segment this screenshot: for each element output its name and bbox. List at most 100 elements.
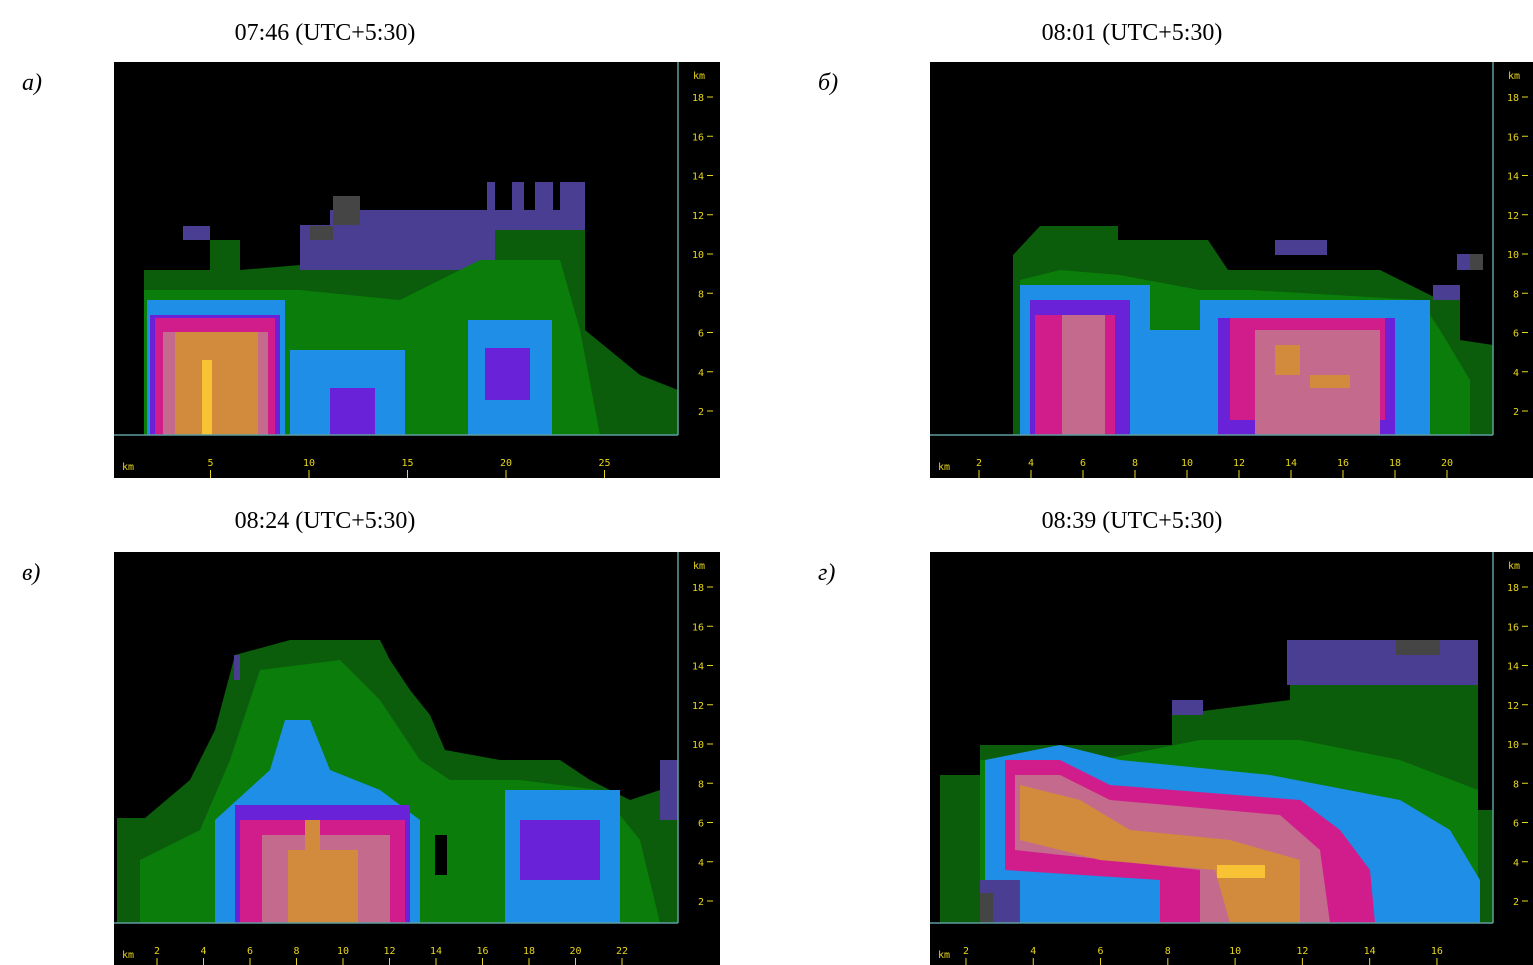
y-tick-label: 12: [692, 211, 704, 222]
echo-region: [1020, 785, 1300, 923]
x-tick-label: 14: [1364, 946, 1376, 957]
x-axis-unit: km: [938, 462, 950, 473]
echo-region: [487, 182, 495, 215]
x-tick-label: 2: [976, 458, 982, 469]
echo-region: [288, 850, 358, 923]
y-tick-label: 10: [1507, 740, 1519, 751]
y-tick-label: 6: [698, 819, 704, 830]
y-tick-label: 16: [1507, 622, 1519, 633]
x-tick-label: 25: [598, 458, 610, 469]
x-tick-label: 10: [1229, 946, 1241, 957]
y-tick-label: 10: [692, 250, 704, 261]
echo-region: [1396, 640, 1440, 655]
echo-region: [435, 835, 447, 875]
panel-letter: б): [818, 70, 838, 96]
y-tick-label: 10: [1507, 250, 1519, 261]
x-tick-label: 6: [247, 946, 253, 957]
echo-region: [535, 182, 553, 215]
y-tick-label: 18: [692, 93, 704, 104]
x-tick-label: 4: [1030, 946, 1036, 957]
echo-region: [1275, 345, 1300, 375]
echo-region: [1287, 640, 1478, 685]
x-tick-label: 8: [1132, 458, 1138, 469]
x-tick-label: 20: [569, 946, 581, 957]
x-tick-label: 16: [1431, 946, 1443, 957]
y-axis-unit: km: [693, 561, 705, 572]
echo-region: [980, 893, 993, 923]
x-tick-label: 12: [1233, 458, 1245, 469]
echo-region: [333, 196, 360, 225]
y-tick-label: 6: [1513, 819, 1519, 830]
echo-region: [512, 182, 524, 215]
y-tick-label: 16: [692, 132, 704, 143]
radar-panel: 08:39 (UTC+5:30) г) km km 2 4 6 8 10 12 14 16 2 4 6 8 10…: [818, 508, 1533, 965]
x-tick-label: 10: [303, 458, 315, 469]
y-tick-label: 2: [1513, 897, 1519, 908]
x-tick-label: 16: [476, 946, 488, 957]
x-tick-label: 6: [1080, 458, 1086, 469]
x-tick-label: 12: [383, 946, 395, 957]
echo-region: [660, 760, 678, 820]
echo-region: [1310, 375, 1350, 388]
panel-time: 08:24 (UTC+5:30): [235, 508, 416, 534]
y-tick-label: 16: [1507, 132, 1519, 143]
echo-region: [1275, 240, 1327, 255]
panel-letter: в): [22, 560, 40, 586]
panel-time: 07:46 (UTC+5:30): [235, 20, 416, 46]
y-tick-label: 12: [1507, 211, 1519, 222]
x-tick-label: 14: [430, 946, 442, 957]
echo-region: [202, 360, 212, 435]
y-tick-label: 4: [698, 368, 704, 379]
y-tick-label: 8: [1513, 779, 1519, 790]
x-tick-label: 2: [154, 946, 160, 957]
echo-region: [1217, 865, 1265, 878]
y-tick-label: 12: [1507, 701, 1519, 712]
x-tick-label: 2: [963, 946, 969, 957]
y-tick-label: 2: [698, 897, 704, 908]
y-tick-label: 18: [1507, 93, 1519, 104]
y-tick-label: 8: [698, 289, 704, 300]
y-tick-label: 2: [1513, 407, 1519, 418]
echo-layer: [1013, 226, 1493, 435]
y-tick-label: 10: [692, 740, 704, 751]
echo-region: [310, 226, 333, 240]
radar-panel: 07:46 (UTC+5:30) а) km km 5 10 15 20 25 2 4 6 8 10 12 1…: [22, 20, 720, 478]
x-tick-label: 6: [1098, 946, 1104, 957]
y-tick-label: 14: [1507, 172, 1519, 183]
y-tick-label: 4: [698, 858, 704, 869]
x-axis-unit: km: [122, 950, 134, 961]
x-tick-label: 20: [500, 458, 512, 469]
echo-region: [1470, 254, 1483, 270]
x-tick-label: 20: [1441, 458, 1453, 469]
echo-layer: [940, 640, 1493, 923]
echo-region: [485, 348, 530, 400]
echo-region: [520, 820, 600, 880]
y-tick-label: 4: [1513, 858, 1519, 869]
echo-region: [1062, 315, 1105, 435]
y-axis-unit: km: [1508, 71, 1520, 82]
y-tick-label: 14: [692, 172, 704, 183]
echo-region: [183, 226, 210, 240]
y-tick-label: 8: [698, 779, 704, 790]
x-tick-label: 22: [616, 946, 628, 957]
y-tick-label: 16: [692, 622, 704, 633]
y-tick-label: 14: [1507, 662, 1519, 673]
x-tick-label: 10: [337, 946, 349, 957]
y-tick-label: 18: [1507, 583, 1519, 594]
y-tick-label: 6: [1513, 329, 1519, 340]
echo-layer: [117, 640, 678, 923]
x-tick-label: 5: [207, 458, 213, 469]
echo-region: [560, 182, 585, 215]
x-axis-unit: km: [122, 462, 134, 473]
panel-time: 08:39 (UTC+5:30): [1042, 508, 1223, 534]
panel-letter: а): [22, 70, 42, 96]
x-tick-label: 8: [293, 946, 299, 957]
panel-letter: г): [818, 560, 835, 586]
echo-region: [1172, 700, 1203, 715]
echo-region: [305, 820, 320, 850]
y-tick-label: 12: [692, 701, 704, 712]
y-tick-label: 18: [692, 583, 704, 594]
y-tick-label: 8: [1513, 289, 1519, 300]
echo-region: [234, 655, 240, 680]
